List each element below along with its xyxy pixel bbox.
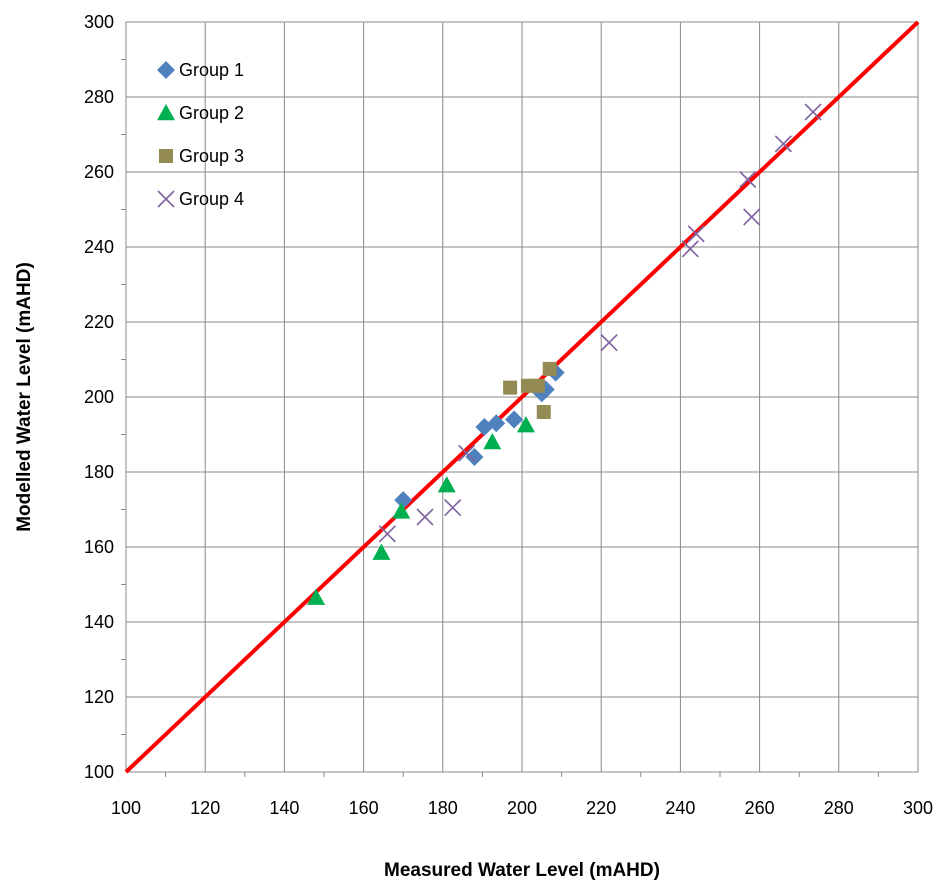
x-tick-label: 180 bbox=[428, 798, 458, 818]
gridlines bbox=[121, 21, 919, 777]
y-tick-label: 240 bbox=[84, 237, 114, 257]
data-points bbox=[307, 103, 822, 605]
data-point bbox=[739, 170, 757, 189]
y-axis-title: Modelled Water Level (mAHD) bbox=[14, 262, 35, 532]
legend-marker bbox=[157, 190, 175, 208]
legend-item: Group 2 bbox=[157, 103, 244, 123]
series-4 bbox=[378, 103, 822, 543]
legend-label: Group 4 bbox=[179, 189, 244, 209]
tick-labels: 100 120 140 160 180 200 220 240 260 280 300 100 120 1… bbox=[84, 12, 933, 818]
data-point bbox=[743, 208, 761, 226]
x-tick-label: 200 bbox=[507, 798, 537, 818]
data-point bbox=[416, 508, 434, 526]
x-tick-label: 220 bbox=[586, 798, 616, 818]
data-point bbox=[487, 414, 506, 433]
legend-marker bbox=[157, 61, 175, 79]
x-tick-label: 120 bbox=[190, 798, 220, 818]
x-tick-label: 100 bbox=[111, 798, 141, 818]
data-point bbox=[503, 380, 518, 395]
x-tick-label: 240 bbox=[665, 798, 695, 818]
data-point bbox=[307, 588, 326, 605]
data-point bbox=[465, 448, 484, 466]
x-tick-label: 260 bbox=[745, 798, 775, 818]
data-point bbox=[516, 416, 535, 433]
data-point bbox=[530, 378, 545, 393]
legend-item: Group 1 bbox=[157, 60, 244, 80]
data-point bbox=[600, 334, 618, 352]
plot-frame bbox=[125, 21, 919, 773]
legend-item: Group 3 bbox=[159, 146, 244, 166]
data-point bbox=[378, 525, 396, 543]
legend-marker bbox=[159, 149, 173, 163]
data-point bbox=[687, 225, 705, 243]
y-tick-label: 120 bbox=[84, 687, 114, 707]
data-point bbox=[444, 499, 462, 517]
series-3 bbox=[503, 361, 557, 419]
data-point bbox=[536, 405, 551, 419]
data-point bbox=[804, 103, 822, 121]
y-tick-label: 160 bbox=[84, 537, 114, 557]
x-tick-label: 300 bbox=[903, 798, 933, 818]
x-tick-label: 160 bbox=[349, 798, 379, 818]
x-tick-label: 280 bbox=[824, 798, 854, 818]
data-point bbox=[372, 543, 391, 560]
y-tick-label: 180 bbox=[84, 462, 114, 482]
y-tick-label: 280 bbox=[84, 87, 114, 107]
legend-marker bbox=[157, 104, 175, 121]
data-point bbox=[457, 444, 476, 462]
y-tick-label: 260 bbox=[84, 162, 114, 182]
y-tick-label: 300 bbox=[84, 12, 114, 32]
data-point bbox=[681, 240, 699, 258]
x-axis-title: Measured Water Level (mAHD) bbox=[384, 860, 660, 881]
series-2 bbox=[307, 416, 535, 605]
y-tick-label: 100 bbox=[84, 762, 114, 782]
legend-item: Group 4 bbox=[157, 189, 244, 209]
y-tick-label: 140 bbox=[84, 612, 114, 632]
y-tick-label: 200 bbox=[84, 387, 114, 407]
x-tick-label: 140 bbox=[269, 798, 299, 818]
legend: Group 1 Group 2 Group 3 Group 4 bbox=[157, 60, 244, 209]
data-point bbox=[394, 491, 413, 510]
legend-label: Group 2 bbox=[179, 103, 244, 123]
data-point bbox=[392, 502, 411, 519]
y-tick-label: 220 bbox=[84, 312, 114, 332]
legend-label: Group 3 bbox=[179, 146, 244, 166]
data-point bbox=[542, 361, 557, 376]
data-point bbox=[437, 476, 456, 493]
data-point bbox=[774, 135, 792, 153]
data-point bbox=[483, 433, 502, 450]
data-point bbox=[505, 410, 524, 429]
legend-label: Group 1 bbox=[179, 60, 244, 80]
